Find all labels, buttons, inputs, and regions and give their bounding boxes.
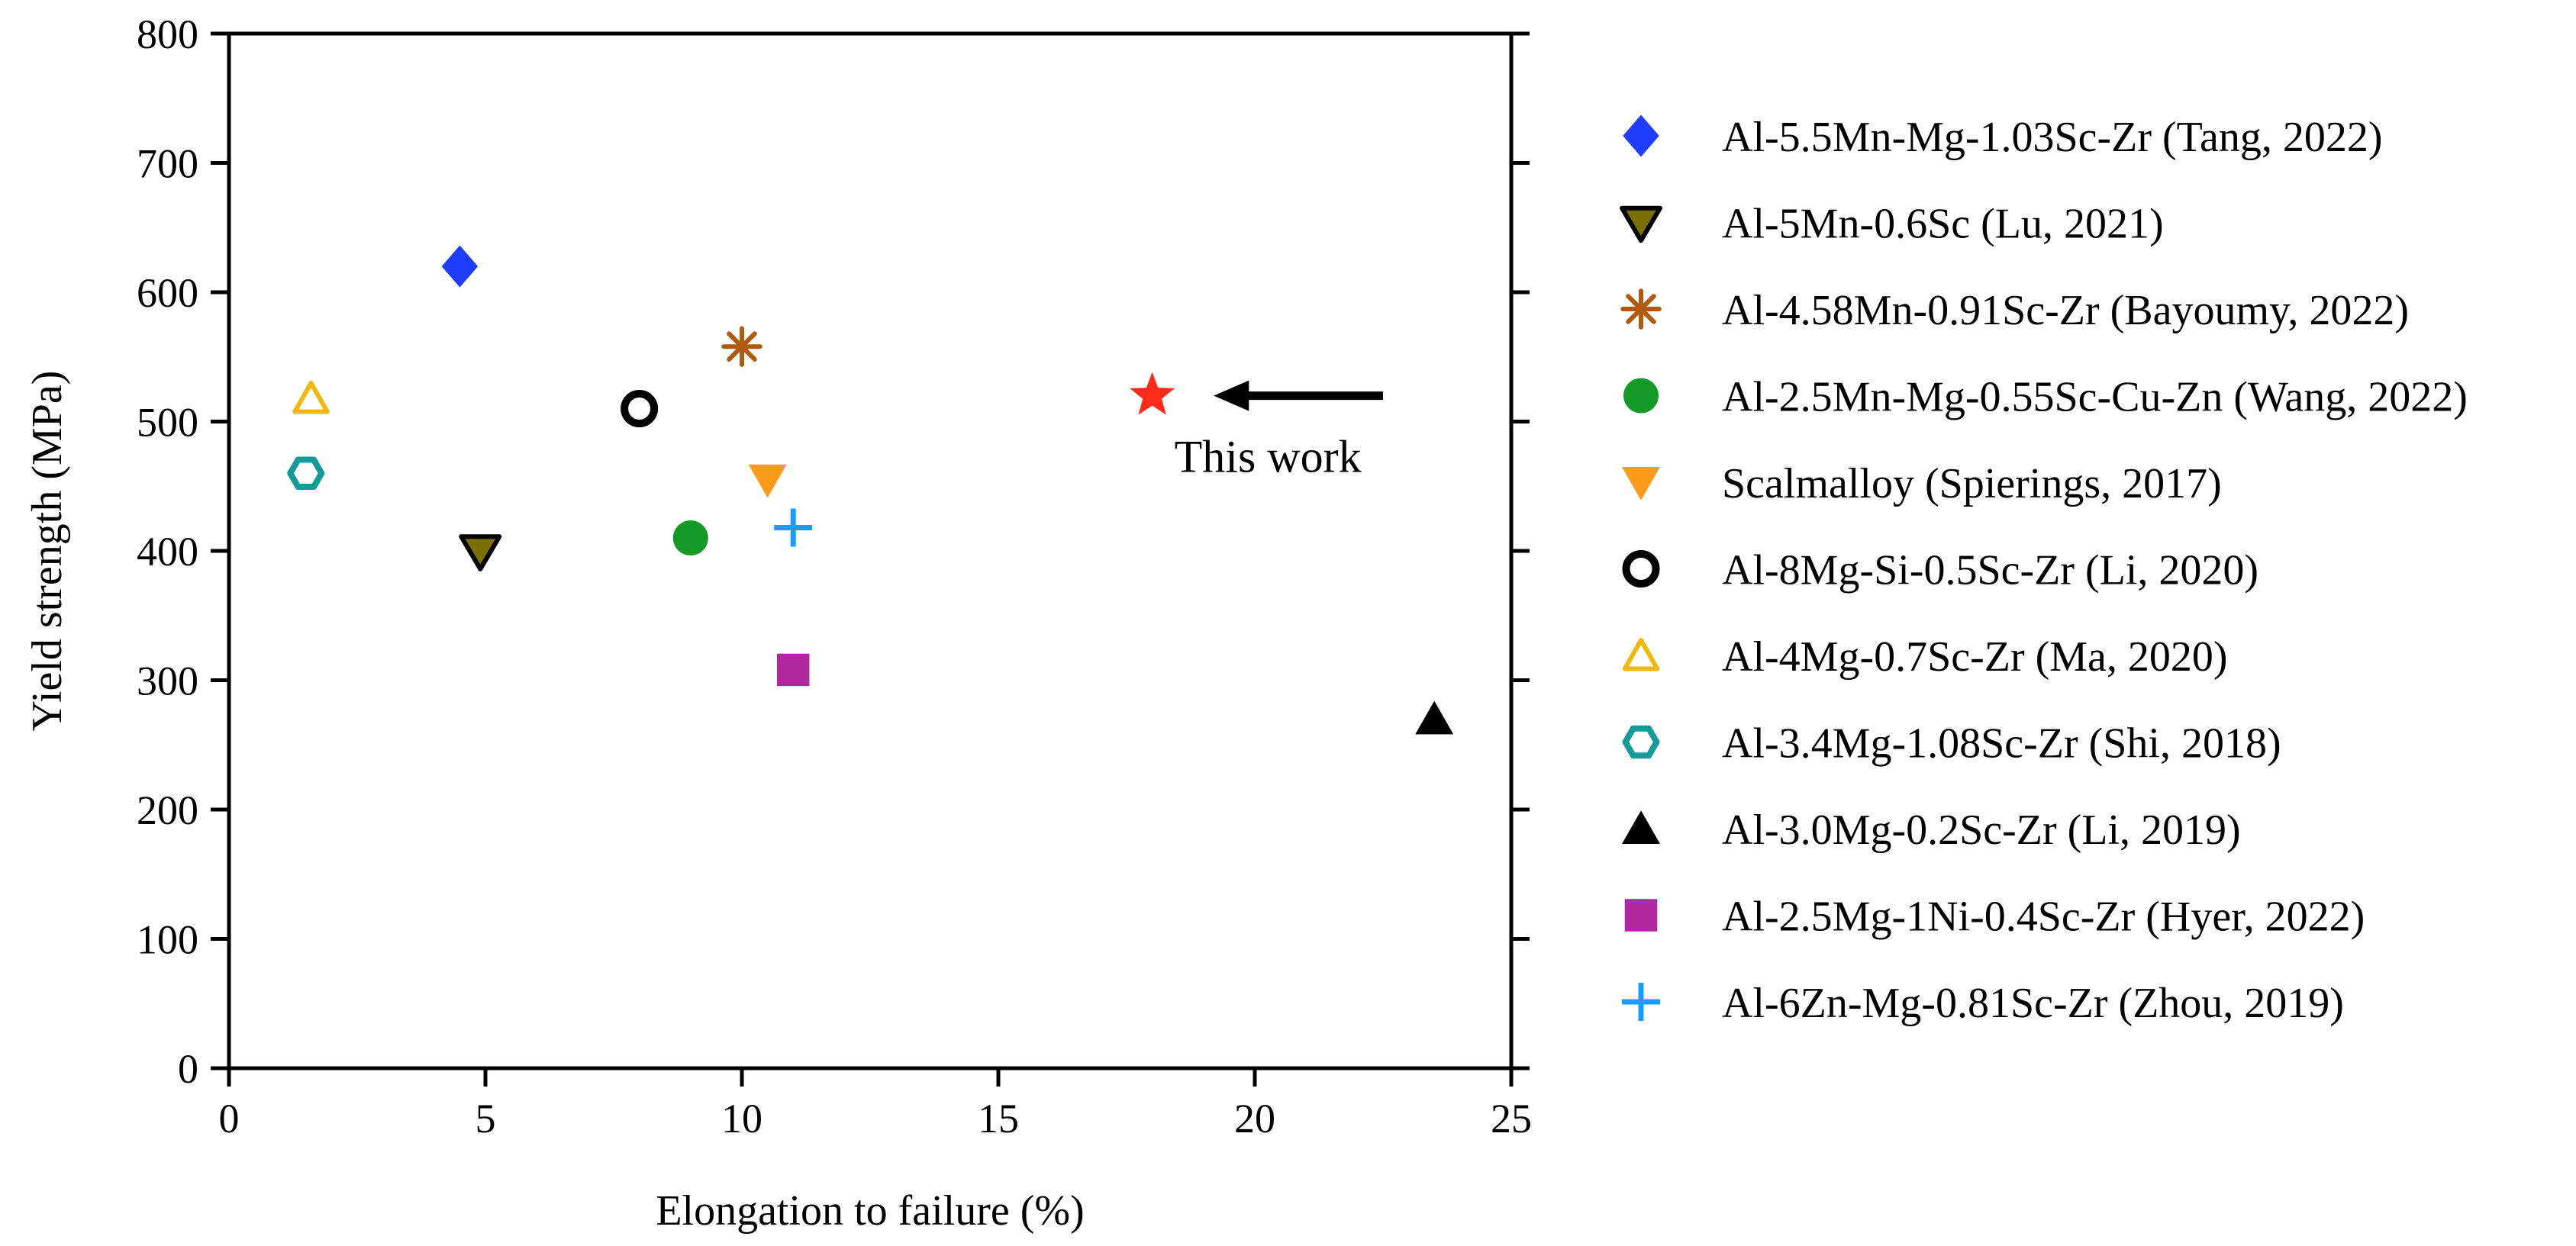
legend-label: Al-2.5Mn-Mg-0.55Sc-Cu-Zn (Wang, 2022) — [1722, 374, 2468, 421]
y-tick-label: 800 — [137, 11, 198, 57]
legend-label: Al-8Mg-Si-0.5Sc-Zr (Li, 2020) — [1722, 547, 2258, 594]
y-tick-label: 100 — [137, 917, 198, 963]
legend-marker — [1623, 378, 1659, 414]
legend-label: Al-2.5Mg-1Ni-0.4Sc-Zr (Hyer, 2022) — [1722, 893, 2365, 941]
legend-label: Al-4.58Mn-0.91Sc-Zr (Bayoumy, 2022) — [1722, 287, 2409, 334]
legend-marker — [1622, 638, 1660, 671]
y-tick-label: 500 — [137, 400, 198, 446]
legend-item: Al-3.0Mg-0.2Sc-Zr (Li, 2019) — [1622, 807, 2241, 854]
legend-marker — [1624, 899, 1658, 932]
legend-marker — [1622, 467, 1660, 501]
data-point-6 — [621, 390, 659, 428]
legend-label: Scalmalloy (Spierings, 2017) — [1722, 460, 2222, 507]
legend-label: Al-6Zn-Mg-0.81Sc-Zr (Zhou, 2019) — [1722, 980, 2344, 1027]
data-point-8 — [287, 456, 325, 491]
y-tick-label: 400 — [137, 529, 198, 575]
annotation-arrowhead — [1214, 380, 1249, 411]
legend-item: Al-5.5Mn-Mg-1.03Sc-Zr (Tang, 2022) — [1623, 114, 2382, 161]
legend-item: Al-4.58Mn-0.91Sc-Zr (Bayoumy, 2022) — [1620, 287, 2409, 334]
legend-label: Al-3.4Mg-1.08Sc-Zr (Shi, 2018) — [1722, 720, 2281, 768]
legend-marker — [1620, 288, 1662, 330]
y-tick-label: 700 — [137, 141, 198, 187]
y-axis-ticks: 0 100 200 300 400 500 600 700 800 — [137, 11, 1530, 1092]
legend-label: Al-3.0Mg-0.2Sc-Zr (Li, 2019) — [1722, 807, 2241, 854]
y-tick-label: 300 — [137, 658, 198, 704]
legend-label: Al-4Mg-0.7Sc-Zr (Ma, 2020) — [1722, 633, 2228, 681]
data-points — [287, 245, 1454, 735]
y-axis-title: Yield strength (MPa) — [24, 371, 71, 732]
x-tick-label: 0 — [219, 1096, 240, 1141]
data-point-4 — [672, 520, 708, 556]
legend-label: Al-5.5Mn-Mg-1.03Sc-Zr (Tang, 2022) — [1722, 114, 2382, 161]
data-point-7 — [292, 380, 330, 414]
y-tick-label: 200 — [137, 787, 198, 833]
data-point-2 — [459, 534, 502, 571]
legend-marker — [1622, 725, 1660, 759]
legend-item: Al-2.5Mn-Mg-0.55Sc-Cu-Zn (Wang, 2022) — [1623, 374, 2468, 421]
x-tick-label: 5 — [476, 1096, 496, 1141]
legend-marker — [1622, 550, 1660, 588]
x-tick-label: 15 — [978, 1096, 1019, 1141]
legend-marker — [1623, 114, 1659, 157]
data-point-9 — [1415, 700, 1454, 735]
x-axis-title: Elongation to failure (%) — [656, 1187, 1084, 1235]
annotation-label: This work — [1175, 432, 1362, 482]
data-point-3 — [721, 326, 762, 367]
data-point-11 — [774, 508, 813, 547]
legend-marker — [1620, 205, 1662, 243]
legend-marker — [1622, 810, 1660, 844]
legend-item: Al-8Mg-Si-0.5Sc-Zr (Li, 2020) — [1622, 547, 2258, 594]
legend-item: Al-4Mg-0.7Sc-Zr (Ma, 2020) — [1622, 633, 2228, 681]
legend-item: Al-5Mn-0.6Sc (Lu, 2021) — [1620, 201, 2164, 248]
legend-item: Al-3.4Mg-1.08Sc-Zr (Shi, 2018) — [1622, 720, 2281, 768]
y-tick-label: 600 — [137, 270, 198, 316]
x-tick-label: 20 — [1234, 1096, 1275, 1141]
data-point-5 — [748, 464, 787, 498]
legend-label: Al-5Mn-0.6Sc (Lu, 2021) — [1722, 201, 2164, 248]
x-tick-label: 10 — [721, 1096, 762, 1141]
legend: Al-5.5Mn-Mg-1.03Sc-Zr (Tang, 2022) Al-5Mn… — [1620, 114, 2468, 1027]
legend-item: Al-6Zn-Mg-0.81Sc-Zr (Zhou, 2019) — [1622, 980, 2344, 1027]
data-point-1 — [441, 245, 479, 288]
y-tick-label: 0 — [178, 1046, 198, 1092]
legend-item: Al-2.5Mg-1Ni-0.4Sc-Zr (Hyer, 2022) — [1624, 893, 2365, 941]
data-point-10 — [776, 653, 810, 687]
plot-frame — [227, 31, 1514, 1071]
data-point-12 — [1130, 372, 1175, 415]
x-axis-ticks: 0 5 10 15 20 25 — [219, 1068, 1532, 1141]
x-tick-label: 25 — [1491, 1096, 1532, 1141]
legend-marker — [1622, 983, 1660, 1021]
annotation-group: This work — [1175, 380, 1383, 482]
legend-item: Scalmalloy (Spierings, 2017) — [1622, 460, 2222, 507]
